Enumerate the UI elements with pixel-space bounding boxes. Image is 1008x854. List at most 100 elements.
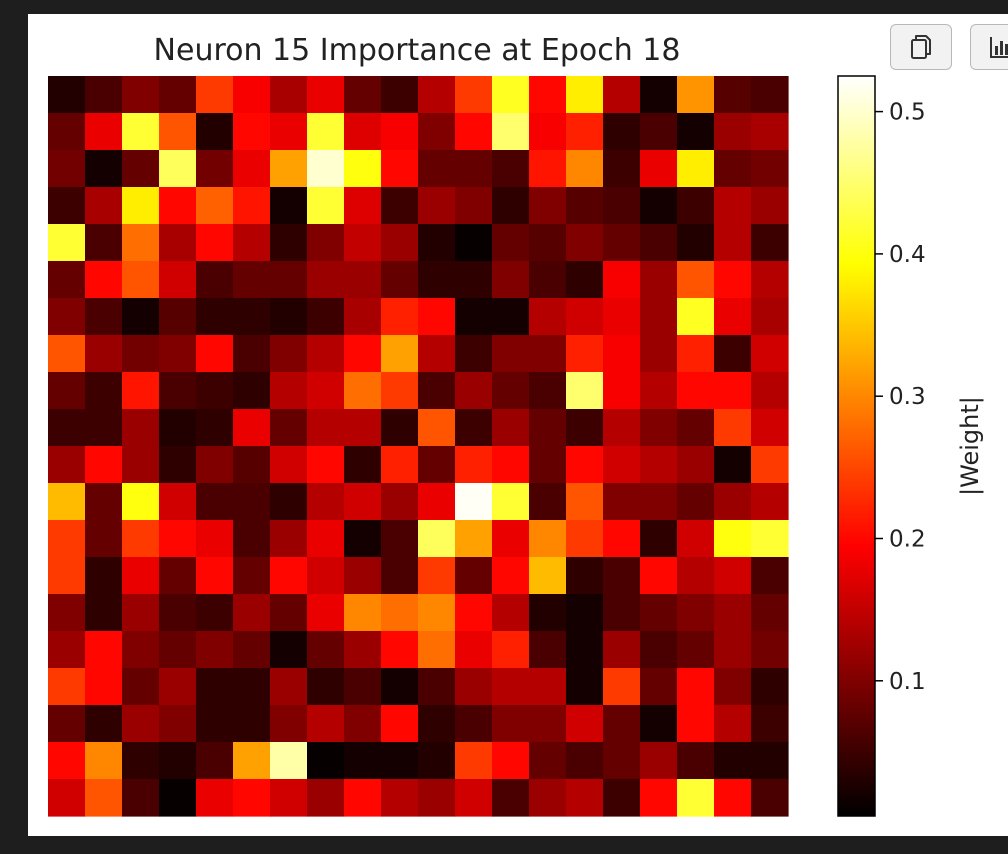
- heatmap-cell-r3-c1: [85, 187, 123, 225]
- heatmap-cell-r17-c13: [529, 705, 567, 743]
- heatmap-cell-r15-c18: [714, 631, 752, 669]
- heatmap-cell-r18-c2: [122, 742, 160, 780]
- heatmap-cell-r11-c7: [307, 483, 345, 521]
- heatmap-cell-r11-c12: [492, 483, 530, 521]
- heatmap-cell-r1-c5: [233, 113, 271, 151]
- heatmap-cell-r0-c13: [529, 76, 567, 114]
- heatmap-cell-r14-c2: [122, 594, 160, 632]
- heatmap-cell-r7-c0: [48, 335, 86, 373]
- heatmap-cell-r14-c13: [529, 594, 567, 632]
- heatmap-cell-r15-c10: [418, 631, 456, 669]
- heatmap-cell-r19-c6: [270, 779, 308, 817]
- heatmap-cell-r4-c11: [455, 224, 493, 262]
- heatmap-cell-r10-c10: [418, 446, 456, 484]
- heatmap-cell-r13-c19: [751, 557, 789, 595]
- heatmap-cell-r13-c6: [270, 557, 308, 595]
- heatmap-cell-r18-c12: [492, 742, 530, 780]
- heatmap-cell-r0-c12: [492, 76, 530, 114]
- heatmap-cell-r18-c8: [344, 742, 382, 780]
- heatmap-cell-r14-c18: [714, 594, 752, 632]
- heatmap-cell-r13-c5: [233, 557, 271, 595]
- heatmap-cell-r3-c3: [159, 187, 197, 225]
- heatmap-cell-r10-c17: [677, 446, 715, 484]
- heatmap-cell-r3-c0: [48, 187, 86, 225]
- heatmap-cell-r4-c13: [529, 224, 567, 262]
- heatmap-cell-r4-c17: [677, 224, 715, 262]
- heatmap-cell-r11-c0: [48, 483, 86, 521]
- heatmap-cell-r0-c19: [751, 76, 789, 114]
- heatmap-cell-r4-c2: [122, 224, 160, 262]
- heatmap-cell-r11-c17: [677, 483, 715, 521]
- heatmap-cell-r8-c13: [529, 372, 567, 410]
- heatmap-cell-r4-c4: [196, 224, 234, 262]
- heatmap-cell-r10-c14: [566, 446, 604, 484]
- heatmap-cell-r6-c2: [122, 298, 160, 336]
- heatmap-cell-r17-c4: [196, 705, 234, 743]
- bar-chart-icon: [990, 37, 1008, 58]
- heatmap-cell-r9-c3: [159, 409, 197, 447]
- heatmap-cell-r19-c12: [492, 779, 530, 817]
- heatmap-cell-r19-c2: [122, 779, 160, 817]
- heatmap-cell-r5-c14: [566, 261, 604, 299]
- heatmap-cell-r16-c6: [270, 668, 308, 706]
- heatmap-cell-r9-c13: [529, 409, 567, 447]
- heatmap-cell-r14-c10: [418, 594, 456, 632]
- heatmap-cell-r4-c5: [233, 224, 271, 262]
- heatmap-cell-r10-c8: [344, 446, 382, 484]
- heatmap-cell-r11-c11: [455, 483, 493, 521]
- heatmap-cell-r14-c16: [640, 594, 678, 632]
- heatmap-cell-r17-c7: [307, 705, 345, 743]
- heatmap-cell-r17-c1: [85, 705, 123, 743]
- heatmap-cell-r12-c3: [159, 520, 197, 558]
- heatmap-cell-r6-c9: [381, 298, 419, 336]
- heatmap-cell-r14-c0: [48, 594, 86, 632]
- heatmap-cell-r0-c16: [640, 76, 678, 114]
- heatmap-cell-r13-c15: [603, 557, 641, 595]
- heatmap-cell-r1-c3: [159, 113, 197, 151]
- heatmap-cell-r18-c1: [85, 742, 123, 780]
- heatmap-cell-r14-c15: [603, 594, 641, 632]
- colorbar-tick-label: 0.4: [889, 242, 926, 268]
- heatmap-cell-r6-c10: [418, 298, 456, 336]
- heatmap-cell-r12-c4: [196, 520, 234, 558]
- heatmap-cell-r5-c10: [418, 261, 456, 299]
- heatmap-cell-r0-c4: [196, 76, 234, 114]
- heatmap-cell-r0-c1: [85, 76, 123, 114]
- copy-button[interactable]: [890, 24, 952, 70]
- heatmap-cell-r8-c6: [270, 372, 308, 410]
- heatmap-cell-r5-c11: [455, 261, 493, 299]
- heatmap-cell-r7-c12: [492, 335, 530, 373]
- heatmap-cell-r19-c7: [307, 779, 345, 817]
- heatmap-cell-r4-c9: [381, 224, 419, 262]
- heatmap-cell-r19-c9: [381, 779, 419, 817]
- heatmap-cell-r15-c1: [85, 631, 123, 669]
- heatmap-cell-r0-c7: [307, 76, 345, 114]
- heatmap-cell-r13-c2: [122, 557, 160, 595]
- heatmap-cell-r18-c19: [751, 742, 789, 780]
- heatmap-cell-r9-c11: [455, 409, 493, 447]
- heatmap-cell-r12-c11: [455, 520, 493, 558]
- heatmap-cell-r6-c8: [344, 298, 382, 336]
- chart-view-button[interactable]: [970, 24, 1008, 70]
- heatmap-cell-r7-c1: [85, 335, 123, 373]
- heatmap-cell-r1-c18: [714, 113, 752, 151]
- heatmap-cell-r0-c6: [270, 76, 308, 114]
- heatmap-cell-r9-c7: [307, 409, 345, 447]
- heatmap-cell-r14-c11: [455, 594, 493, 632]
- heatmap-cell-r3-c10: [418, 187, 456, 225]
- heatmap-cell-r8-c19: [751, 372, 789, 410]
- heatmap-cell-r0-c17: [677, 76, 715, 114]
- heatmap-cell-r9-c1: [85, 409, 123, 447]
- heatmap-cell-r3-c15: [603, 187, 641, 225]
- heatmap-cell-r9-c16: [640, 409, 678, 447]
- heatmap-cell-r9-c2: [122, 409, 160, 447]
- heatmap-cell-r17-c11: [455, 705, 493, 743]
- heatmap-cell-r19-c10: [418, 779, 456, 817]
- heatmap-cell-r5-c8: [344, 261, 382, 299]
- heatmap-cell-r7-c4: [196, 335, 234, 373]
- heatmap-cell-r5-c0: [48, 261, 86, 299]
- heatmap-cell-r16-c18: [714, 668, 752, 706]
- heatmap-cell-r13-c11: [455, 557, 493, 595]
- heatmap-cell-r9-c8: [344, 409, 382, 447]
- heatmap-cell-r17-c5: [233, 705, 271, 743]
